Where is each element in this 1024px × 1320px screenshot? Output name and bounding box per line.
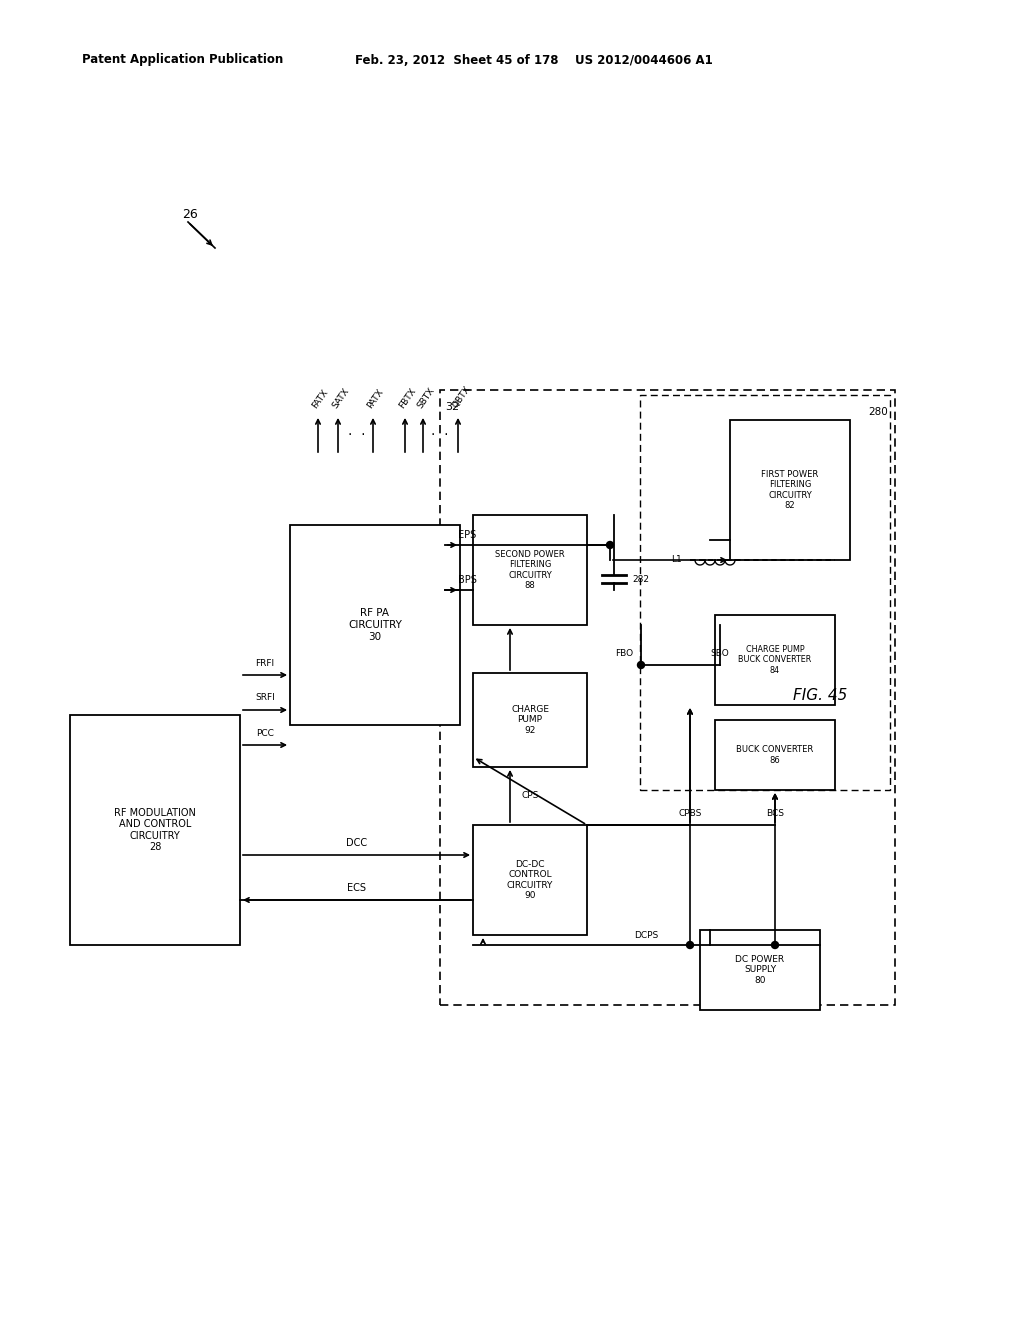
Text: DCPS: DCPS: [635, 931, 658, 940]
Bar: [70, 715, 240, 945]
Text: 26: 26: [182, 209, 198, 222]
Text: FBTX: FBTX: [397, 387, 418, 411]
Text: SBTX: SBTX: [416, 385, 436, 411]
Text: 282: 282: [632, 574, 649, 583]
Text: BCS: BCS: [766, 808, 784, 817]
Text: CPS: CPS: [522, 792, 540, 800]
Text: FIRST POWER
FILTERING
CIRCUITRY
82: FIRST POWER FILTERING CIRCUITRY 82: [762, 470, 818, 510]
Text: CPBS: CPBS: [678, 808, 701, 817]
Bar: [473, 515, 587, 624]
Text: SATX: SATX: [331, 387, 351, 411]
Bar: [473, 825, 587, 935]
Text: CHARGE
PUMP
92: CHARGE PUMP 92: [511, 705, 549, 735]
Text: SBO: SBO: [711, 648, 729, 657]
Text: EPS: EPS: [458, 531, 476, 540]
Text: CHARGE PUMP
BUCK CONVERTER
84: CHARGE PUMP BUCK CONVERTER 84: [738, 645, 812, 675]
Text: SECOND POWER
FILTERING
CIRCUITRY
88: SECOND POWER FILTERING CIRCUITRY 88: [496, 550, 565, 590]
Text: 32: 32: [445, 403, 459, 412]
Text: FIG. 45: FIG. 45: [793, 688, 847, 702]
Bar: [290, 525, 460, 725]
Text: 280: 280: [868, 407, 888, 417]
Text: BUCK CONVERTER
86: BUCK CONVERTER 86: [736, 746, 814, 764]
Text: QBTX: QBTX: [451, 384, 472, 411]
Text: DCC: DCC: [346, 838, 367, 847]
Text: DC POWER
SUPPLY
80: DC POWER SUPPLY 80: [735, 956, 784, 985]
Circle shape: [771, 941, 778, 949]
Bar: [700, 931, 820, 1010]
Text: FATX: FATX: [310, 388, 330, 411]
Circle shape: [686, 941, 693, 949]
Circle shape: [638, 661, 644, 668]
Text: DC-DC
CONTROL
CIRCUITRY
90: DC-DC CONTROL CIRCUITRY 90: [507, 859, 553, 900]
Text: ECS: ECS: [347, 883, 366, 894]
Bar: [440, 389, 895, 1005]
Text: ·  ·: · ·: [348, 428, 366, 442]
Bar: [715, 615, 835, 705]
Bar: [640, 395, 890, 789]
Text: ·  ·: · ·: [431, 428, 449, 442]
Text: L1: L1: [672, 556, 682, 565]
Text: PATX: PATX: [366, 387, 385, 411]
Bar: [473, 673, 587, 767]
Text: SRFI: SRFI: [255, 693, 274, 702]
Bar: [730, 420, 850, 560]
Text: Patent Application Publication: Patent Application Publication: [82, 54, 284, 66]
Text: RF PA
CIRCUITRY
30: RF PA CIRCUITRY 30: [348, 609, 402, 642]
Text: FBO: FBO: [614, 648, 633, 657]
Text: RF MODULATION
AND CONTROL
CIRCUITRY
28: RF MODULATION AND CONTROL CIRCUITRY 28: [114, 808, 196, 853]
Circle shape: [606, 541, 613, 549]
Text: Feb. 23, 2012  Sheet 45 of 178    US 2012/0044606 A1: Feb. 23, 2012 Sheet 45 of 178 US 2012/00…: [355, 54, 713, 66]
Text: BPS: BPS: [458, 576, 477, 585]
Text: PCC: PCC: [256, 729, 274, 738]
Bar: [715, 719, 835, 789]
Text: FRFI: FRFI: [255, 659, 274, 668]
